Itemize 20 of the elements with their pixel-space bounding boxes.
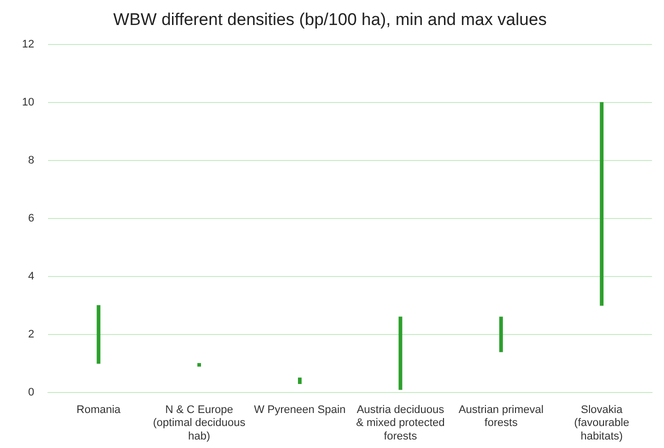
x-tick-label: Austrian primeval forests — [458, 404, 544, 430]
y-tick-label: 8 — [28, 154, 34, 166]
bar — [298, 378, 302, 384]
x-tick-label: W Pyreneen Spain — [254, 404, 346, 416]
bar — [600, 102, 604, 306]
bar — [96, 305, 100, 364]
bar — [499, 316, 503, 352]
bar — [398, 316, 402, 390]
x-tick-label: Austria deciduous & mixed protected forests — [356, 404, 445, 442]
x-tick-label: Romania — [76, 404, 122, 416]
x-tick-label: Slovakia (favourable habitats) — [574, 404, 630, 442]
y-tick-label: 10 — [22, 96, 34, 108]
x-tick-label: N & C Europe (optimal deciduous hab) — [153, 404, 246, 442]
y-tick-label: 6 — [28, 212, 34, 224]
y-tick-label: 4 — [28, 270, 34, 282]
chart-title: WBW different densities (bp/100 ha), min and max values — [113, 10, 547, 29]
y-tick-label: 0 — [28, 386, 34, 398]
y-tick-label: 12 — [22, 38, 34, 50]
y-tick-label: 2 — [28, 328, 34, 340]
bar — [197, 363, 202, 367]
